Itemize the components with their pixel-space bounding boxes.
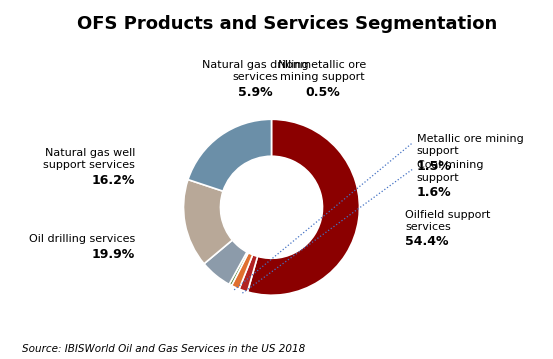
Wedge shape (248, 119, 359, 295)
Wedge shape (239, 255, 258, 292)
Text: 0.5%: 0.5% (305, 86, 340, 99)
Wedge shape (204, 240, 247, 284)
Text: 16.2%: 16.2% (92, 174, 135, 187)
Text: Coal mining
support: Coal mining support (416, 160, 483, 183)
Text: Oil drilling services: Oil drilling services (29, 234, 135, 244)
Text: 54.4%: 54.4% (405, 236, 448, 248)
Text: Natural gas drilling
services: Natural gas drilling services (202, 60, 309, 82)
Text: Natural gas well
support services: Natural gas well support services (43, 148, 135, 170)
Text: Oilfield support
services: Oilfield support services (405, 210, 491, 232)
Wedge shape (229, 252, 248, 286)
Text: Nonmetallic ore
mining support: Nonmetallic ore mining support (278, 60, 367, 82)
Text: 1.5%: 1.5% (416, 160, 451, 173)
Wedge shape (188, 119, 272, 191)
Wedge shape (184, 180, 232, 264)
Title: OFS Products and Services Segmentation: OFS Products and Services Segmentation (77, 15, 497, 33)
Text: Source: IBISWorld Oil and Gas Services in the US 2018: Source: IBISWorld Oil and Gas Services i… (22, 344, 305, 354)
Text: 5.9%: 5.9% (238, 86, 273, 99)
Wedge shape (232, 253, 253, 289)
Text: 1.6%: 1.6% (416, 186, 451, 199)
Text: 19.9%: 19.9% (92, 248, 135, 261)
Text: Metallic ore mining
support: Metallic ore mining support (416, 134, 523, 156)
